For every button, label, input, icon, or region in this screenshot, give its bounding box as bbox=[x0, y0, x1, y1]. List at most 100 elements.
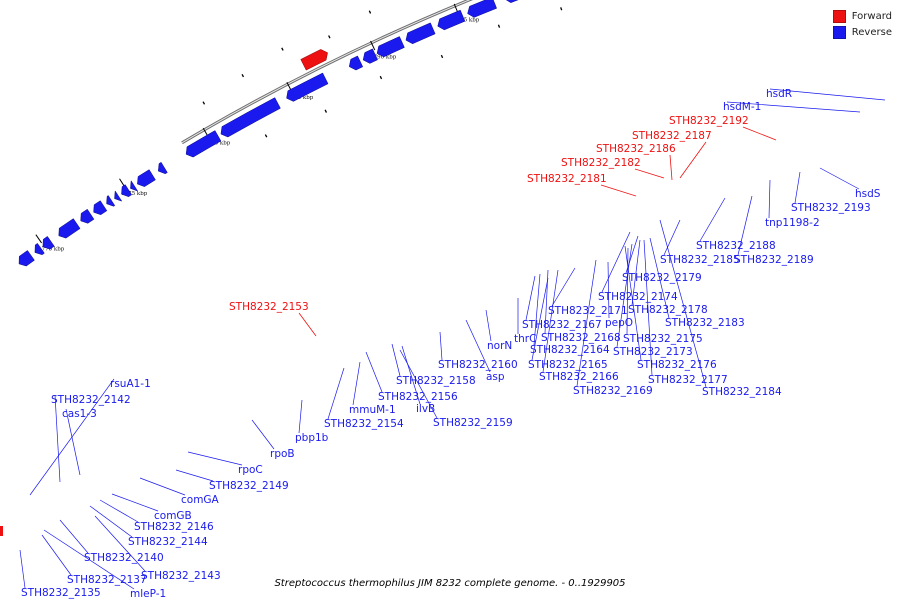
label-leader bbox=[327, 367, 345, 420]
label-leader bbox=[399, 349, 438, 419]
minor-tick bbox=[241, 74, 245, 78]
label-leader bbox=[525, 275, 536, 321]
label-leader bbox=[551, 267, 576, 307]
label-leader bbox=[251, 419, 275, 450]
gene-label-reverse: STH8232_2185 bbox=[660, 254, 740, 266]
minor-tick bbox=[368, 10, 372, 14]
label-leader bbox=[531, 277, 549, 361]
gene-label-reverse: STH8232_2166 bbox=[539, 371, 619, 383]
gene-label-reverse: STH8232_2137 bbox=[67, 574, 147, 586]
label-leader bbox=[99, 499, 139, 523]
label-leader bbox=[59, 519, 89, 554]
minor-tick bbox=[281, 47, 284, 51]
gene-label-reverse: rpoC bbox=[238, 464, 263, 476]
gene-reverse bbox=[505, 0, 519, 3]
gene-label-reverse: asp bbox=[486, 371, 505, 383]
gene-reverse bbox=[437, 9, 466, 31]
gene-label-reverse: STH8232_2156 bbox=[378, 391, 458, 403]
gene-label-reverse: STH8232_2135 bbox=[21, 587, 101, 599]
figure-caption: Streptococcus thermophilus JIM 8232 comp… bbox=[274, 578, 626, 589]
gene-label-forward: STH8232_2153 bbox=[229, 301, 309, 313]
gene-forward bbox=[300, 49, 328, 71]
label-leader bbox=[768, 179, 771, 219]
label-leader bbox=[542, 269, 559, 373]
scale-tick-label: 1770 kbp bbox=[38, 246, 65, 252]
gene-reverse bbox=[18, 250, 35, 267]
legend-reverse: Reverse bbox=[832, 24, 892, 40]
label-leader bbox=[352, 361, 361, 406]
label-leader bbox=[298, 399, 303, 434]
forward-swatch bbox=[832, 9, 846, 23]
gene-label-reverse: STH8232_2142 bbox=[51, 394, 131, 406]
label-leader bbox=[485, 309, 492, 342]
label-leader bbox=[54, 394, 61, 483]
gene-label-reverse: ilvB bbox=[416, 403, 435, 415]
gene-label-reverse: STH8232_2160 bbox=[438, 359, 518, 371]
gene-label-reverse: hsdM-1 bbox=[723, 101, 761, 113]
gene-label-reverse: hsdS bbox=[855, 188, 881, 200]
gene-label-reverse: thrC bbox=[514, 333, 536, 345]
gene-reverse bbox=[42, 236, 55, 250]
label-leader bbox=[769, 88, 886, 101]
gene-reverse bbox=[106, 195, 116, 207]
gene-reverse bbox=[80, 208, 95, 224]
label-leader bbox=[607, 261, 610, 319]
gene-label-forward: STH8232_2187 bbox=[632, 130, 712, 142]
reverse-swatch bbox=[832, 25, 846, 39]
gene-label-reverse: STH8232_2177 bbox=[648, 374, 728, 386]
gene-forward bbox=[0, 526, 3, 536]
minor-tick bbox=[328, 35, 331, 39]
gene-label-reverse: comGB bbox=[154, 510, 192, 522]
gene-label-reverse: pbp1b bbox=[295, 432, 329, 444]
label-leader bbox=[41, 534, 72, 576]
gene-reverse bbox=[130, 180, 138, 192]
genome-backbone bbox=[181, 0, 474, 145]
gene-label-reverse: rsuA1-1 bbox=[110, 378, 151, 390]
gene-label-reverse: STH8232_2165 bbox=[528, 359, 608, 371]
gene-label-reverse: STH8232_2175 bbox=[623, 333, 703, 345]
gene-reverse bbox=[220, 97, 281, 138]
gene-label-reverse: norN bbox=[487, 340, 512, 352]
gene-reverse bbox=[58, 218, 81, 239]
gene-reverse bbox=[137, 169, 156, 187]
label-leader bbox=[616, 243, 633, 348]
label-leader bbox=[634, 168, 665, 179]
gene-label-reverse: STH8232_2159 bbox=[433, 417, 513, 429]
minor-tick bbox=[264, 134, 268, 138]
label-leader bbox=[600, 184, 637, 197]
gene-label-reverse: STH8232_2164 bbox=[530, 344, 610, 356]
scale-tick-label: 1795 kbp bbox=[453, 18, 480, 24]
label-leader bbox=[139, 477, 186, 496]
label-leader bbox=[576, 259, 597, 387]
gene-reverse bbox=[376, 36, 405, 58]
gene-reverse bbox=[185, 130, 222, 158]
gene-label-reverse: STH8232_2140 bbox=[84, 552, 164, 564]
label-leader bbox=[631, 239, 641, 306]
label-leader bbox=[111, 493, 159, 512]
label-leader bbox=[726, 101, 861, 113]
label-leader bbox=[659, 219, 707, 388]
gene-label-reverse: STH8232_2167 bbox=[522, 319, 602, 331]
gene-label-reverse: tnp1198-2 bbox=[765, 217, 820, 229]
label-leader bbox=[175, 469, 214, 482]
gene-label-reverse: STH8232_2183 bbox=[665, 317, 745, 329]
gene-label-reverse: STH8232_2149 bbox=[209, 480, 289, 492]
legend-reverse-label: Reverse bbox=[851, 26, 892, 38]
label-leader bbox=[742, 126, 777, 141]
gene-label-forward: STH8232_2186 bbox=[596, 143, 676, 155]
label-leader bbox=[649, 237, 670, 319]
label-leader bbox=[465, 319, 491, 373]
scale-tick bbox=[35, 234, 43, 244]
gene-label-reverse: STH8232_2184 bbox=[702, 386, 782, 398]
label-leader bbox=[365, 351, 383, 393]
minor-tick bbox=[560, 7, 563, 11]
scale-tick-label: 1785 kbp bbox=[287, 95, 314, 101]
gene-reverse bbox=[158, 161, 168, 175]
gene-label-reverse: STH8232_2171 bbox=[548, 305, 628, 317]
minor-tick bbox=[440, 54, 444, 59]
gene-label-reverse: comGA bbox=[181, 494, 220, 506]
label-leader bbox=[43, 529, 135, 590]
gene-label-reverse: STH8232_2144 bbox=[128, 536, 208, 548]
gene-label-reverse: STH8232_2174 bbox=[598, 291, 678, 303]
